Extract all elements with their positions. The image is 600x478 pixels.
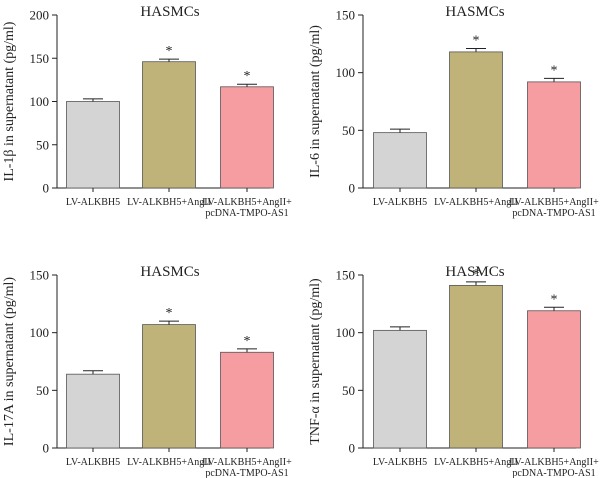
- x-tick-label: LV-ALKBH5: [373, 197, 427, 208]
- y-tick-label: 100: [336, 325, 356, 340]
- chart-panel-1: HASMCs IL-1β in supernatant (pg/ml) 0 50 100…: [2, 4, 292, 219]
- x-tick-label: LV-ALKBH5+AngII+: [202, 197, 292, 208]
- x-tick-label: LV-ALKBH5+AngII+: [202, 457, 292, 468]
- x-tick-label: LV-ALKBH5: [66, 457, 120, 468]
- significance-star: *: [473, 33, 480, 48]
- bar-3: [527, 310, 581, 449]
- y-axis-label: TNF-α in supernatant (pg/ml): [308, 278, 323, 445]
- y-tick-label: 50: [342, 123, 355, 138]
- bar-2: [142, 324, 196, 449]
- bar-2: [449, 51, 503, 189]
- significance-star: *: [244, 69, 251, 84]
- bar-1: [66, 373, 120, 449]
- chart-title: HASMCs: [445, 264, 504, 280]
- bar-3: [220, 86, 274, 189]
- x-tick-label: pcDNA-TMPO-AS1: [512, 208, 595, 219]
- x-tick-label: pcDNA-TMPO-AS1: [512, 468, 595, 478]
- chart-title: HASMCs: [140, 264, 199, 280]
- y-tick-label: 100: [30, 325, 50, 340]
- significance-star: *: [473, 267, 480, 282]
- significance-star: *: [244, 334, 251, 349]
- chart-panel-2: HASMCs IL-6 in supernatant (pg/ml) 0 50 100 1…: [308, 4, 599, 219]
- y-tick-label: 200: [30, 8, 50, 23]
- y-tick-label: 50: [36, 137, 49, 152]
- y-axis-label: IL-6 in supernatant (pg/ml): [308, 25, 323, 178]
- x-tick-label: LV-ALKBH5+AngII: [127, 197, 211, 208]
- y-tick-label: 150: [30, 268, 50, 283]
- chart-title: HASMCs: [140, 4, 199, 20]
- bar-3: [527, 81, 581, 189]
- x-tick-label: LV-ALKBH5+AngII: [127, 457, 211, 468]
- significance-star: *: [551, 292, 558, 307]
- x-tick-label: LV-ALKBH5+AngII+: [509, 457, 599, 468]
- y-axis-label: IL-17A in supernatant (pg/ml): [2, 277, 17, 446]
- y-tick-label: 0: [349, 181, 356, 196]
- x-tick-label: LV-ALKBH5+AngII+: [509, 197, 599, 208]
- x-tick-label: LV-ALKBH5: [66, 197, 120, 208]
- bar-3: [220, 351, 274, 449]
- x-tick-label: LV-ALKBH5: [373, 457, 427, 468]
- y-axis-label: IL-1β in supernatant (pg/ml): [2, 21, 17, 181]
- significance-star: *: [166, 306, 173, 321]
- x-tick-label: pcDNA-TMPO-AS1: [205, 468, 288, 478]
- y-tick-label: 100: [30, 94, 50, 109]
- x-tick-label: LV-ALKBH5+AngII: [434, 457, 518, 468]
- x-tick-label: LV-ALKBH5+AngII: [434, 197, 518, 208]
- bar-1: [66, 101, 120, 189]
- bar-2: [449, 284, 503, 449]
- chart-panel-4: HASMCs TNF-α in supernatant (pg/ml) 0 50 100…: [308, 264, 599, 478]
- y-tick-label: 50: [342, 383, 355, 398]
- y-tick-label: 150: [30, 51, 50, 66]
- y-tick-label: 100: [336, 65, 356, 80]
- significance-star: *: [551, 63, 558, 78]
- y-tick-label: 0: [349, 441, 356, 456]
- y-tick-label: 0: [43, 181, 50, 196]
- bar-2: [142, 61, 196, 189]
- bar-1: [373, 329, 427, 449]
- y-tick-label: 150: [336, 268, 356, 283]
- chart-panel-3: HASMCs IL-17A in supernatant (pg/ml) 0 50 10…: [2, 264, 292, 478]
- y-tick-label: 50: [36, 383, 49, 398]
- bar-1: [373, 132, 427, 189]
- chart-title: HASMCs: [445, 4, 504, 20]
- x-tick-label: pcDNA-TMPO-AS1: [205, 208, 288, 219]
- significance-star: *: [166, 44, 173, 59]
- y-tick-label: 150: [336, 8, 356, 23]
- y-tick-label: 0: [43, 441, 50, 456]
